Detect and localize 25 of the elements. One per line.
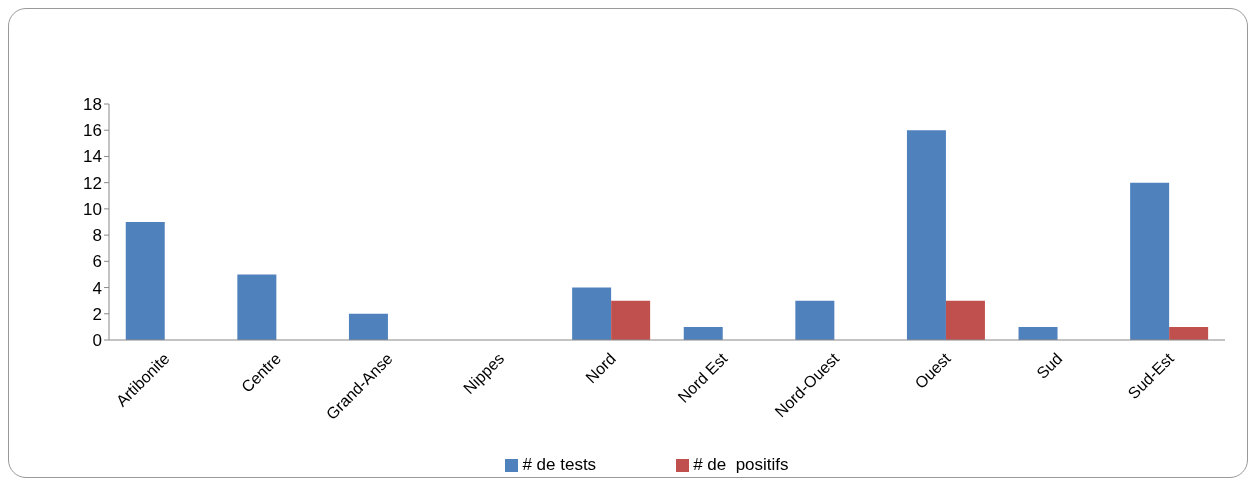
y-tick-label: 18 xyxy=(83,95,102,115)
bar xyxy=(945,300,985,340)
bar xyxy=(125,222,165,340)
bar xyxy=(237,274,277,340)
bar xyxy=(1018,326,1058,340)
bar xyxy=(683,326,723,340)
bar xyxy=(572,287,612,340)
legend-label: # de tests xyxy=(522,455,597,475)
y-tick-label: 4 xyxy=(92,278,102,298)
bar xyxy=(348,313,388,340)
bar xyxy=(1130,182,1170,340)
x-tick-label: Sud xyxy=(1033,349,1066,382)
y-tick-label: 6 xyxy=(92,252,102,272)
y-tick-label: 8 xyxy=(92,226,102,246)
y-tick-label: 2 xyxy=(92,304,102,324)
y-tick-label: 16 xyxy=(83,121,102,141)
y-tick-label: 0 xyxy=(92,331,102,351)
bar xyxy=(611,300,651,340)
y-tick-label: 10 xyxy=(83,199,102,219)
y-tick-label: 14 xyxy=(83,147,102,167)
bar xyxy=(906,130,946,340)
bar xyxy=(1169,326,1209,340)
legend-label: # de positifs xyxy=(693,455,789,475)
bar xyxy=(795,300,835,340)
y-tick-label: 12 xyxy=(83,173,102,193)
